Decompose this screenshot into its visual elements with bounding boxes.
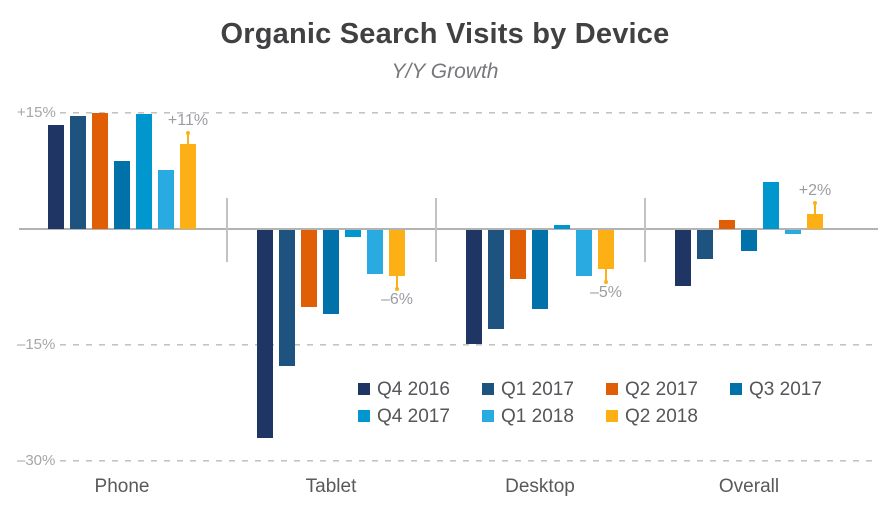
annotation-pin-stem bbox=[187, 132, 189, 148]
bar-q3-2017-overall bbox=[741, 230, 757, 251]
bar-q4-2016-phone bbox=[48, 124, 64, 229]
legend-swatch-icon bbox=[730, 382, 742, 395]
legend-item-label: Q1 2017 bbox=[501, 379, 574, 400]
category-divider bbox=[644, 198, 646, 262]
legend-item-q4-2017: Q4 2017 bbox=[358, 406, 482, 428]
x-axis-label-tablet: Tablet bbox=[305, 476, 357, 497]
bar-q3-2017-phone bbox=[114, 160, 130, 229]
legend-swatch-icon bbox=[606, 382, 618, 395]
legend-swatch-icon bbox=[358, 409, 370, 422]
annotation-pin-stem bbox=[605, 263, 607, 281]
legend: Q4 2016 Q1 2017 Q2 2017 Q3 2017 Q4 2017 Q1 20… bbox=[358, 379, 878, 433]
bar-q4-2017-phone bbox=[136, 113, 152, 229]
annotation-pin-dot bbox=[813, 200, 817, 205]
annotation-pin-dot bbox=[186, 130, 190, 135]
legend-item-label: Q1 2018 bbox=[501, 406, 574, 427]
legend-item-q2-2017: Q2 2017 bbox=[606, 379, 730, 401]
bar-q4-2017-tablet bbox=[345, 230, 361, 237]
category-divider bbox=[435, 198, 437, 262]
legend-swatch-icon bbox=[358, 382, 370, 395]
bar-q2-2017-phone bbox=[92, 113, 108, 229]
annotation-pin-stem bbox=[814, 202, 816, 218]
y-axis-tick-label: –30% bbox=[17, 451, 56, 469]
legend-item-q1-2018: Q1 2018 bbox=[482, 406, 606, 428]
bar-q1-2017-desktop bbox=[488, 230, 504, 329]
legend-item-label: Q4 2016 bbox=[377, 379, 450, 400]
x-axis-label-phone: Phone bbox=[94, 476, 150, 497]
bar-q1-2018-tablet bbox=[367, 230, 383, 275]
legend-item-q3-2017: Q3 2017 bbox=[730, 379, 854, 401]
annotation-pin-stem bbox=[396, 271, 398, 289]
bar-q2-2018-desktop bbox=[598, 230, 614, 269]
annotation-pin-dot bbox=[395, 287, 399, 292]
annotation-label: +2% bbox=[798, 181, 832, 199]
legend-swatch-icon bbox=[482, 409, 494, 422]
gridline--15 bbox=[60, 343, 878, 346]
gridline--30 bbox=[60, 459, 878, 462]
legend-item-label: Q2 2018 bbox=[625, 406, 698, 427]
legend-item-q1-2017: Q1 2017 bbox=[482, 379, 606, 401]
bar-q2-2017-overall bbox=[719, 220, 735, 229]
legend-row: Q4 2017 Q1 2018 Q2 2018 bbox=[358, 406, 878, 433]
bar-q4-2017-desktop bbox=[554, 225, 570, 229]
bar-q3-2017-tablet bbox=[323, 230, 339, 314]
bar-q4-2017-overall bbox=[763, 181, 779, 229]
category-divider bbox=[226, 198, 228, 262]
bar-q4-2016-overall bbox=[675, 230, 691, 286]
bar-q1-2017-phone bbox=[70, 116, 86, 229]
bar-q2-2018-overall bbox=[807, 213, 823, 229]
bar-q2-2018-phone bbox=[180, 143, 196, 229]
annotation-label: –5% bbox=[589, 283, 623, 301]
y-axis-tick-label: –15% bbox=[17, 335, 56, 353]
bar-q4-2016-desktop bbox=[466, 230, 482, 344]
bar-q2-2017-tablet bbox=[301, 230, 317, 307]
legend-swatch-icon bbox=[482, 382, 494, 395]
legend-item-label: Q4 2017 bbox=[377, 406, 450, 427]
x-axis-label-overall: Overall bbox=[718, 476, 780, 497]
bar-q2-2018-tablet bbox=[389, 230, 405, 277]
bar-q2-2017-desktop bbox=[510, 230, 526, 280]
bar-q3-2017-desktop bbox=[532, 230, 548, 309]
bar-q1-2018-phone bbox=[158, 170, 174, 229]
legend-item-q2-2018: Q2 2018 bbox=[606, 406, 730, 428]
annotation-label: –6% bbox=[380, 291, 414, 309]
legend-row: Q4 2016 Q1 2017 Q2 2017 Q3 2017 bbox=[358, 379, 878, 406]
bar-q1-2018-desktop bbox=[576, 230, 592, 276]
annotation-label: +11% bbox=[167, 111, 209, 129]
bar-q1-2017-overall bbox=[697, 230, 713, 260]
annotation-pin-dot bbox=[604, 279, 608, 284]
chart-title: Organic Search Visits by Device bbox=[220, 18, 670, 50]
legend-item-q4-2016: Q4 2016 bbox=[358, 379, 482, 401]
legend-swatch-icon bbox=[606, 409, 618, 422]
y-axis-tick-label: +15% bbox=[17, 104, 56, 121]
bar-q1-2018-overall bbox=[785, 230, 801, 234]
gridline-15 bbox=[60, 112, 878, 114]
chart-subtitle: Y/Y Growth bbox=[391, 60, 499, 83]
legend-item-label: Q3 2017 bbox=[749, 379, 822, 400]
legend-item-label: Q2 2017 bbox=[625, 379, 698, 400]
bar-q4-2016-tablet bbox=[257, 230, 273, 439]
zero-axis-line bbox=[19, 228, 878, 230]
x-axis-label-desktop: Desktop bbox=[505, 476, 575, 497]
bar-q1-2017-tablet bbox=[279, 230, 295, 367]
